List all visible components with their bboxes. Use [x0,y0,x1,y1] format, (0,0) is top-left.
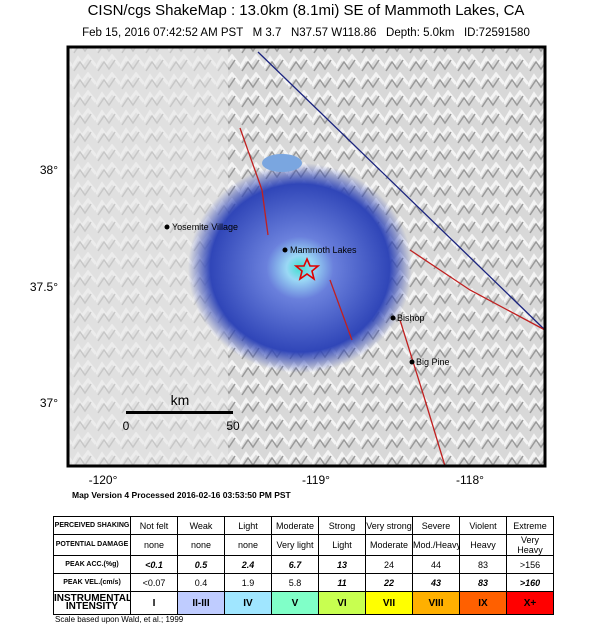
table-cell: 6.7 [271,555,319,574]
table-row: PEAK ACC.(%g) <0.1 0.5 2.4 6.7 13 24 44 83 >156 [53,555,554,574]
lon-label: -118° [456,473,484,487]
table-cell: Weak [177,516,225,535]
table-cell: Light [224,516,272,535]
table-cell: Strong [318,516,366,535]
table-cell: Very strong [365,516,413,535]
row-label: PERCEIVED SHAKING [53,516,131,535]
table-cell: Violent [459,516,507,535]
table-row: POTENTIAL DAMAGE none none none Very light Li… [53,534,554,556]
axis-labels: 38° 37.5° 37° -120° -119° -118° [30,163,484,487]
table-cell: 44 [412,555,460,574]
map-figure: CISN/cgs ShakeMap : 13.0km (8.1mi) SE of… [30,2,547,500]
table-cell: Light [318,534,366,556]
intensity-table: PERCEIVED SHAKING Not felt Weak Light Modera… [53,516,554,615]
table-cell: 13 [318,555,366,574]
place-label: Bishop [397,313,425,323]
place-label: Yosemite Village [172,222,238,232]
table-cell: none [177,534,225,556]
table-row: PERCEIVED SHAKING Not felt Weak Light Modera… [53,516,554,535]
lat-label: 37° [40,396,58,410]
table-cell: 5.8 [271,573,319,592]
table-cell: IX [459,591,507,615]
row-label: PEAK VEL.(cm/s) [53,573,131,592]
shaking-area [188,163,412,373]
table-cell: none [224,534,272,556]
places: Yosemite Village Mammoth Lakes Bishop Bi… [164,222,450,367]
table-cell: V [271,591,319,615]
table-cell: VI [318,591,366,615]
table-cell: Moderate [271,516,319,535]
table-cell: Mod./Heavy [412,534,460,556]
lat-label: 38° [40,163,58,177]
table-cell: Heavy [459,534,507,556]
table-cell: >160 [506,573,554,592]
table-cell: 24 [365,555,413,574]
table-cell: Extreme [506,516,554,535]
table-row: INSTRUMENTAL INTENSITY I II-III IV V VI VII VII… [53,591,554,615]
table-cell: 83 [459,573,507,592]
title: CISN/cgs ShakeMap : 13.0km (8.1mi) SE of… [88,2,525,19]
place-label: Mammoth Lakes [290,245,357,255]
row-label: INSTRUMENTAL INTENSITY [53,591,131,615]
table-cell: I [130,591,178,615]
table-cell: Not felt [130,516,178,535]
scale-bar: km 0 50 [123,392,240,433]
place-label: Big Pine [416,357,450,367]
table-cell: 0.5 [177,555,225,574]
table-cell: <0.1 [130,555,178,574]
table-cell: IV [224,591,272,615]
table-cell: VII [365,591,413,615]
table-cell: 43 [412,573,460,592]
row-label: POTENTIAL DAMAGE [53,534,131,556]
lake [262,154,302,172]
table-cell: 22 [365,573,413,592]
scale-end: 50 [226,419,240,433]
row-label: PEAK ACC.(%g) [53,555,131,574]
table-cell: 1.9 [224,573,272,592]
table-cell: VIII [412,591,460,615]
table-cell: >156 [506,555,554,574]
lat-label: 37.5° [30,280,58,294]
table-cell: II-III [177,591,225,615]
epicenter [293,256,321,281]
table-cell: Very light [271,534,319,556]
table-cell: X+ [506,591,554,615]
map-frame [66,45,547,468]
faults [239,127,546,467]
table-cell: Moderate [365,534,413,556]
table-cell: 0.4 [177,573,225,592]
lon-label: -119° [302,473,330,487]
scale-start: 0 [123,419,130,433]
table-cell: 83 [459,555,507,574]
table-row: PEAK VEL.(cm/s) <0.07 0.4 1.9 5.8 11 22 43 83 >16… [53,573,554,592]
table-cell: 2.4 [224,555,272,574]
subtitle: Feb 15, 2016 07:42:52 AM PST M 3.7 N37.5… [82,27,530,39]
table-cell: Severe [412,516,460,535]
lon-label: -120° [89,473,118,487]
table-cell: none [130,534,178,556]
map-version: Map Version 4 Processed 2016-02-16 03:53… [72,490,292,500]
table-cell: 11 [318,573,366,592]
table-cell: <0.07 [130,573,178,592]
table-cell: Very Heavy [506,534,554,556]
state-border [257,51,546,331]
footnote: Scale based upon Wald, et al.; 1999 [55,615,184,624]
scale-unit: km [171,392,190,408]
